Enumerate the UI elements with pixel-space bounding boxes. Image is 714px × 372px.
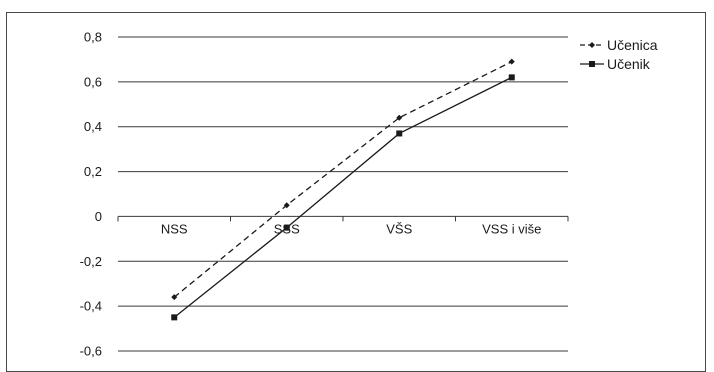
series-lines <box>171 58 515 321</box>
legend-label: Učenik <box>607 56 651 72</box>
legend: Učenica Učenik <box>580 37 658 72</box>
data-point-marker <box>508 58 515 65</box>
y-tick-label: 0,8 <box>84 30 102 45</box>
data-point-marker <box>396 130 403 137</box>
data-point-marker <box>283 202 290 209</box>
series-ucenik <box>171 74 515 321</box>
grid-lines <box>117 36 569 352</box>
legend-marker <box>589 42 595 48</box>
x-tick-label: NSS <box>161 221 188 236</box>
y-tick-label: -0,6 <box>80 344 102 359</box>
y-tick-label: 0,4 <box>84 119 102 134</box>
legend-marker <box>589 61 595 67</box>
series-line <box>173 61 513 298</box>
data-point-marker <box>508 74 515 81</box>
series-line <box>173 76 513 318</box>
x-tick-label: VSS i više <box>482 221 541 236</box>
legend-entry: Učenik <box>580 56 651 72</box>
line-chart: 0,80,60,40,20-0,2-0,4-0,6 NSSSSSVŠSVSS i… <box>80 30 658 359</box>
data-point-marker <box>396 114 403 121</box>
x-tick-label: VŠS <box>386 221 412 236</box>
y-axis-tick-labels: 0,8 0,6 0,4 0,2 0 -0,2 -0,4 -0,6 <box>80 30 102 359</box>
x-axis-tick-labels: NSSSSSVŠSVSS i više <box>161 221 541 236</box>
y-tick-label: 0 <box>95 209 102 224</box>
data-point-marker <box>171 294 178 301</box>
series-ucenica <box>171 58 515 301</box>
y-tick-label: 0,6 <box>84 74 102 89</box>
y-tick-label: -0,2 <box>80 254 102 269</box>
legend-label: Učenica <box>607 37 658 53</box>
data-point-marker <box>171 314 178 321</box>
chart-frame <box>6 12 706 372</box>
data-point-marker <box>283 224 290 231</box>
y-tick-label: 0,2 <box>84 164 102 179</box>
legend-entry: Učenica <box>580 37 658 53</box>
y-tick-label: -0,4 <box>80 299 102 314</box>
